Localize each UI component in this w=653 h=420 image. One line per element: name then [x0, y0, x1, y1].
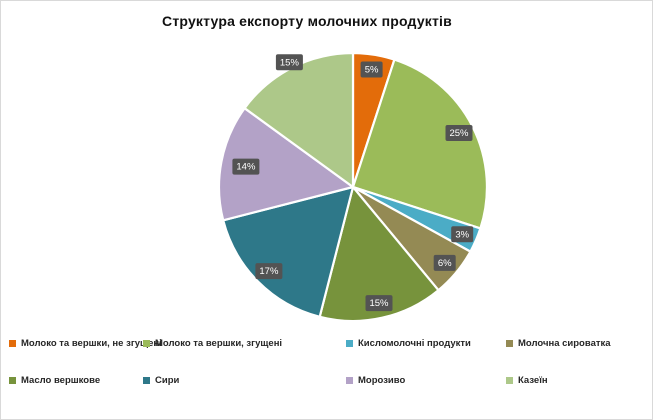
- legend-item: Молоко та вершки, не згущені: [9, 336, 162, 350]
- svg-text:15%: 15%: [369, 298, 389, 309]
- pie-slice-7: [217, 107, 355, 222]
- legend-label: Молоко та вершки, згущені: [155, 337, 283, 349]
- legend-marker: [346, 376, 353, 384]
- svg-text:15%: 15%: [280, 57, 300, 68]
- legend-label: Масло вершкове: [21, 374, 101, 386]
- legend-marker: [506, 339, 513, 347]
- data-label: 6%: [433, 254, 456, 271]
- svg-text:3%: 3%: [455, 229, 469, 240]
- legend-item: Сири: [143, 373, 179, 387]
- legend-item: Молоко та вершки, згущені: [143, 336, 282, 350]
- legend-item: Казеїн: [506, 373, 548, 387]
- data-label: 15%: [275, 54, 303, 71]
- data-label: 3%: [451, 226, 474, 243]
- legend-item: Морозиво: [346, 373, 405, 387]
- chart-title: Структура експорту молочних продуктів: [162, 13, 452, 29]
- svg-text:17%: 17%: [259, 266, 279, 277]
- legend-marker: [9, 376, 16, 384]
- svg-text:6%: 6%: [438, 258, 452, 269]
- pie-slice-2: [351, 58, 488, 230]
- data-label: 15%: [365, 295, 393, 312]
- legend-marker: [143, 339, 150, 347]
- legend-label: Молочна сироватка: [518, 337, 611, 349]
- svg-text:5%: 5%: [365, 65, 379, 76]
- legend-item: Кисломолочні продукти: [346, 336, 471, 350]
- legend-label: Сири: [155, 374, 180, 386]
- legend-marker: [9, 339, 16, 347]
- legend-marker: [506, 376, 513, 384]
- legend-marker: [346, 339, 353, 347]
- pie-slice-5: [318, 185, 440, 323]
- legend-label: Молоко та вершки, не згущені: [21, 337, 162, 349]
- legend-label: Казеїн: [518, 374, 548, 386]
- legend-marker: [143, 376, 150, 384]
- data-label: 25%: [445, 125, 473, 141]
- legend-label: Кисломолочні продукти: [358, 337, 471, 349]
- data-label: 17%: [255, 263, 283, 280]
- svg-text:14%: 14%: [236, 162, 256, 173]
- legend-label: Морозиво: [358, 374, 406, 386]
- pie-slice-6: [222, 185, 355, 318]
- svg-text:25%: 25%: [449, 128, 469, 139]
- data-label: 14%: [232, 158, 260, 175]
- legend-item: Масло вершкове: [9, 373, 100, 387]
- data-label: 5%: [360, 61, 383, 78]
- legend-item: Молочна сироватка: [506, 336, 611, 350]
